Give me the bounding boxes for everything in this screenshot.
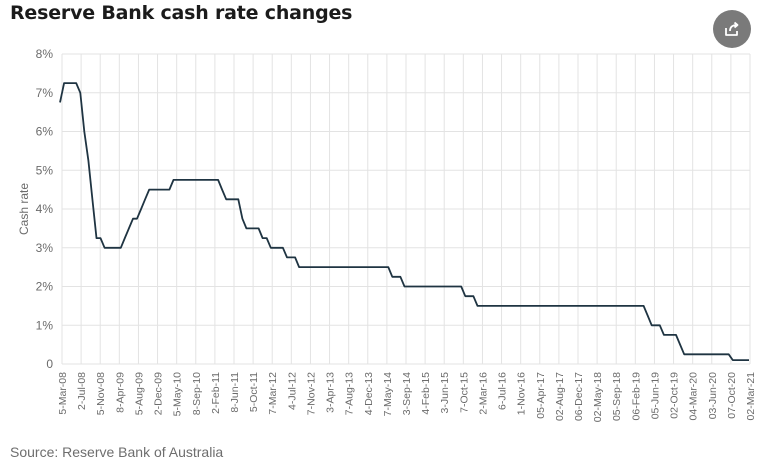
x-tick-label: 05-Sep-18: [611, 372, 623, 421]
x-tick-label: 8-Jun-11: [229, 372, 241, 413]
x-tick-label: 8-Sep-10: [191, 372, 203, 415]
x-tick-label: 06-Feb-19: [630, 372, 642, 421]
y-tick-label: 7%: [36, 86, 54, 100]
y-tick-label: 0: [46, 357, 53, 371]
y-tick-label: 1%: [36, 318, 54, 332]
x-tick-label: 8-Apr-09: [114, 372, 126, 413]
x-tick-label: 5-Mar-08: [57, 372, 69, 415]
x-tick-label: 7-Oct-15: [458, 372, 470, 413]
x-tick-label: 7-May-14: [382, 372, 394, 417]
y-tick-label: 8%: [36, 47, 54, 61]
x-tick-label: 2-Jul-08: [76, 372, 88, 410]
y-tick-label: 6%: [36, 125, 54, 139]
share-button[interactable]: [713, 10, 751, 48]
cash-rate-chart: 0 1% 2% 3% 4% 5% 6% 7% 8% 5-Mar-08 2-Jul-08 5-Nov-0…: [17, 47, 757, 422]
x-tick-label: 5-Nov-08: [95, 372, 107, 415]
y-axis-label: Cash rate: [17, 183, 31, 235]
x-tick-label: 4-Dec-13: [363, 372, 375, 415]
x-tick-label: 5-May-10: [172, 372, 184, 417]
x-tick-label: 5-Oct-11: [248, 372, 260, 412]
x-tick-label: 7-Mar-12: [267, 372, 279, 415]
x-tick-label: 2-Mar-16: [477, 372, 489, 415]
x-tick-label: 05-Apr-17: [535, 372, 547, 419]
x-tick-label: 3-Jun-15: [439, 372, 451, 414]
x-tick-label: 4-Feb-15: [420, 372, 432, 415]
y-tick-label: 3%: [36, 241, 54, 255]
x-tick-label: 7-Nov-12: [305, 372, 317, 415]
y-tick-label: 2%: [36, 280, 54, 294]
x-tick-label: 02-Mar-21: [745, 372, 757, 421]
cash-rate-line: [59, 82, 749, 362]
y-tick-label: 5%: [36, 163, 54, 177]
x-tick-label: 2-Dec-09: [153, 372, 165, 415]
x-tick-label: 6-Jul-16: [497, 372, 509, 410]
x-tick-label: 04-Mar-20: [688, 372, 700, 421]
x-tick-label: 2-Feb-11: [210, 372, 222, 414]
x-tick-label: 1-Nov-16: [516, 372, 528, 415]
x-tick-label: 05-Jun-19: [649, 372, 661, 419]
x-tick-label: 7-Aug-13: [344, 372, 356, 415]
x-tick-label: 02-May-18: [592, 372, 604, 422]
x-tick-label: 5-Aug-09: [133, 372, 145, 415]
share-icon: [725, 21, 739, 36]
x-tick-label: 02-Oct-19: [669, 372, 681, 419]
x-tick-label: 3-Apr-13: [325, 372, 337, 413]
x-tick-label: 03-Jun-20: [707, 372, 719, 419]
x-tick-label: 4-Jul-12: [286, 372, 298, 410]
x-tick-label: 06-Dec-17: [573, 372, 585, 421]
x-tick-label: 07-Oct-20: [726, 372, 738, 419]
y-tick-label: 4%: [36, 202, 54, 216]
chart-title: Reserve Bank cash rate changes: [10, 2, 353, 24]
x-tick-label: 3-Sep-14: [401, 372, 413, 415]
x-tick-label: 02-Aug-17: [554, 372, 566, 421]
source-note: Source: Reserve Bank of Australia: [10, 444, 224, 460]
